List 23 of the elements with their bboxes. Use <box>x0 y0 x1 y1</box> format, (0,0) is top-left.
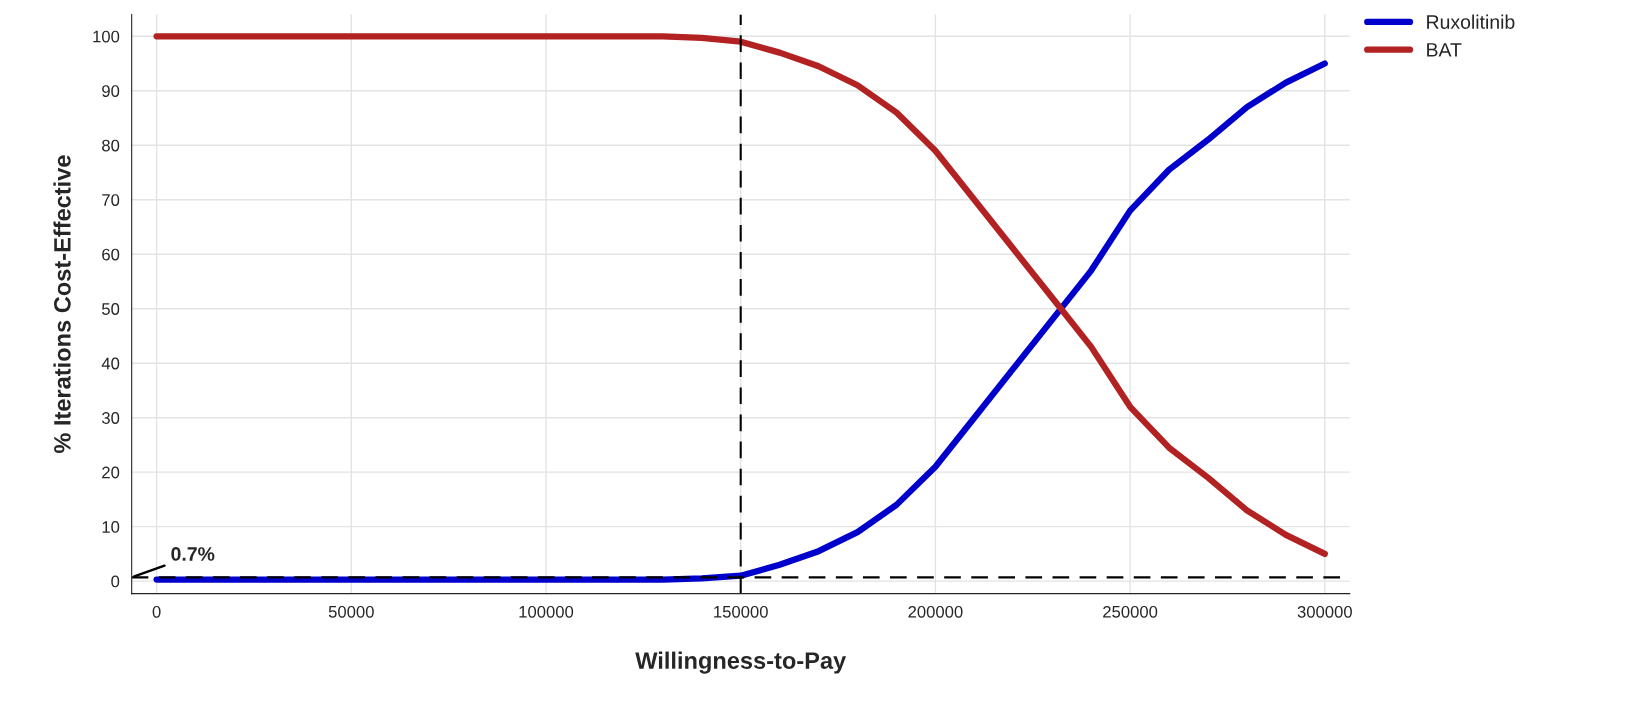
y-tick-label: 60 <box>102 248 120 261</box>
x-tick-label: 0 <box>152 605 161 618</box>
x-tick-label: 50000 <box>328 605 374 618</box>
x-tick-label: 300000 <box>1297 605 1352 618</box>
y-tick-label: 70 <box>102 194 120 206</box>
x-tick-label: 200000 <box>908 605 963 618</box>
x-tick-label: 250000 <box>1103 605 1158 618</box>
y-tick-label: 20 <box>102 466 120 479</box>
y-tick-label: 50 <box>102 303 120 315</box>
x-axis-title: Willingness-to-Pay <box>635 651 847 674</box>
y-tick-label: 40 <box>101 357 120 370</box>
y-tick-label: 10 <box>102 521 120 533</box>
x-tick-label: 150000 <box>714 605 768 618</box>
y-axis-title: % Iterations Cost-Effective <box>53 155 71 454</box>
y-tick-label: 90 <box>102 85 120 97</box>
x-tick-label: 100000 <box>519 605 574 618</box>
y-tick-label: 100 <box>93 30 120 43</box>
y-tick-label: 0 <box>111 575 120 588</box>
legend-label: Ruxolitinib <box>1427 14 1515 29</box>
legend-label: BAT <box>1427 43 1462 57</box>
y-tick-label: 30 <box>101 412 120 424</box>
y-tick-label: 80 <box>102 139 120 152</box>
ref-line-label: 0.7% <box>171 547 215 561</box>
